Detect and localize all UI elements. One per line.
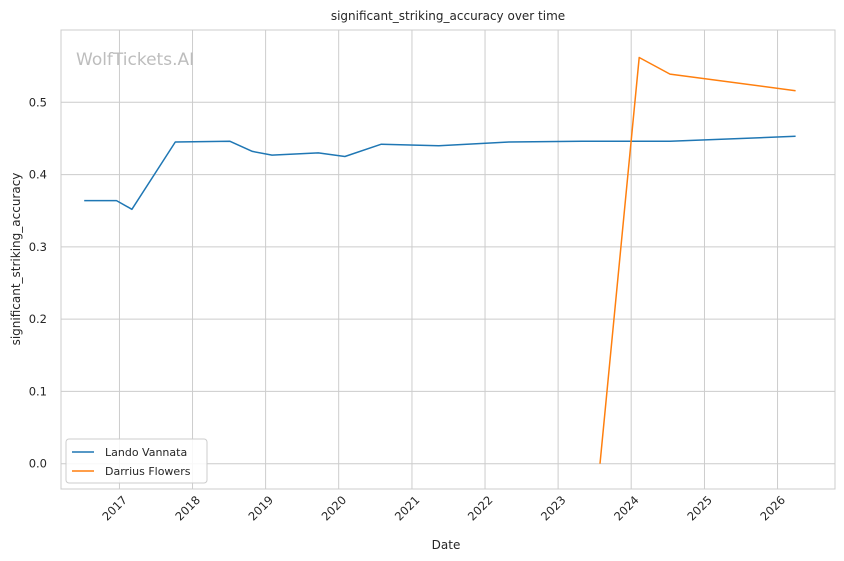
series-line-0	[84, 135, 796, 211]
x-tick-label: 2025	[684, 493, 715, 524]
x-axis-title: Date	[432, 538, 461, 552]
plot-area	[60, 29, 836, 490]
y-tick-labels: 0.0 0.1 0.2 0.3 0.4 0.5	[29, 95, 47, 470]
series-lines	[84, 56, 796, 464]
x-tick-label: 2023	[538, 493, 569, 524]
legend-frame	[65, 438, 208, 484]
x-tick-label: 2017	[99, 493, 130, 524]
watermark: WolfTickets.AI	[76, 50, 194, 70]
x-tick-label: 2022	[465, 493, 496, 524]
series-line-1	[599, 56, 796, 464]
x-tick-label: 2019	[245, 493, 276, 524]
legend: Lando Vannata Darrius Flowers	[65, 438, 208, 484]
legend-label: Darrius Flowers	[105, 465, 191, 478]
x-tick-label: 2024	[611, 493, 642, 524]
x-tick-label: 2021	[392, 493, 423, 524]
x-tick-label: 2020	[319, 493, 350, 524]
y-tick-label: 0.5	[29, 95, 47, 109]
y-tick-label: 0.1	[29, 384, 47, 398]
y-tick-label: 0.0	[29, 457, 47, 471]
chart-title: significant_striking_accuracy over time	[331, 9, 565, 23]
y-tick-label: 0.2	[29, 312, 47, 326]
x-tick-label: 2018	[172, 493, 203, 524]
x-tick-label: 2026	[757, 493, 788, 524]
legend-label: Lando Vannata	[105, 446, 187, 459]
x-tick-labels: 2017 2018 2019 2020 2021 2022 2023 2024 2025 2026	[99, 493, 788, 524]
y-tick-label: 0.4	[29, 168, 47, 182]
y-axis-title: significant_striking_accuracy	[9, 173, 23, 346]
y-tick-label: 0.3	[29, 240, 47, 254]
